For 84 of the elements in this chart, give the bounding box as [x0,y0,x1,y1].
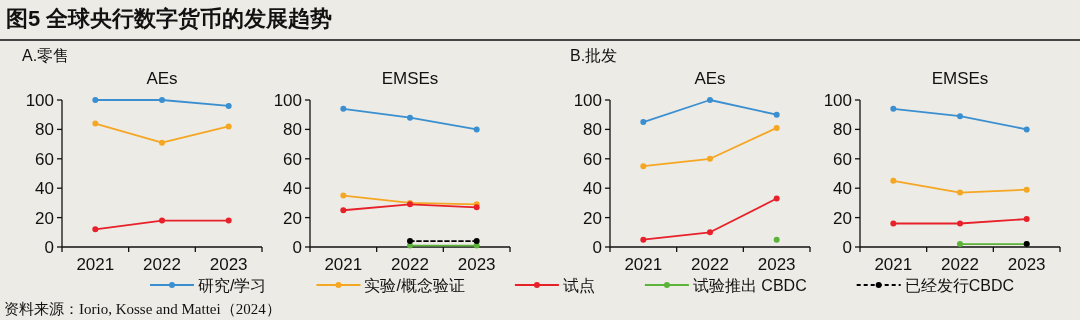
point [890,105,897,112]
text: A.零售 [22,47,70,64]
x-tick-label: 2021 [324,255,363,274]
y-tick-label: 20 [283,208,302,228]
y-tick-label: 20 [583,208,602,228]
y-tick-label: 0 [592,238,602,257]
point [890,220,897,227]
legend-label: 试验推出 CBDC [692,277,807,294]
y-tick-label: 100 [823,91,852,110]
y-tick-label: 60 [283,149,302,169]
point [707,229,713,236]
point [225,102,232,109]
y-tick-label: 20 [833,208,852,228]
y-tick-label: 100 [25,91,54,110]
point [92,226,99,233]
point [1023,216,1030,223]
point [890,177,897,184]
chart-title: EMSEs [931,69,989,88]
point [340,207,347,214]
y-tick-label: 60 [583,149,602,169]
point [159,217,165,224]
chart-title: EMSEs [381,69,439,88]
point [957,241,963,248]
point [957,220,963,227]
x-tick-label: 2023 [209,255,248,274]
point [1023,186,1030,193]
y-tick-label: 60 [833,149,852,169]
y-tick-label: 80 [583,120,602,140]
point [92,120,99,127]
y-tick-label: 80 [833,120,852,140]
point [225,217,232,224]
y-tick-label: 80 [35,120,54,140]
x-tick-label: 2023 [757,255,796,274]
point [707,155,713,162]
text: B.批发 [570,47,618,64]
legend-label: 实验/概念验证 [364,277,465,294]
point [640,163,647,170]
x-tick-label: 2023 [457,255,496,274]
point [957,189,963,196]
point [640,236,647,243]
chart-title: AEs [146,69,178,88]
point [957,113,963,120]
point [473,126,480,133]
point [707,97,713,103]
point [773,195,780,202]
x-tick-label: 2022 [143,255,181,274]
y-tick-label: 40 [35,179,54,199]
caption: 图5 全球央行数字货币的发展趋势 [6,6,333,31]
point [1023,126,1030,133]
point [159,97,165,103]
point [407,238,413,245]
x-tick-label: 2023 [1007,255,1046,274]
y-tick-label: 100 [273,91,302,110]
x-tick-label: 2022 [691,255,729,274]
text: 资料来源：Iorio, Kosse and Mattei（2024） [4,301,281,317]
point [407,114,413,121]
x-tick-label: 2021 [624,255,663,274]
point [773,124,780,131]
y-tick-label: 0 [842,238,852,257]
legend-label: 试点 [562,277,595,294]
y-tick-label: 80 [283,120,302,140]
y-tick-label: 0 [292,238,302,257]
x-tick-label: 2022 [391,255,429,274]
chart-title: AEs [694,69,726,88]
y-tick-label: 40 [583,179,602,199]
x-tick-label: 2021 [76,255,115,274]
point [773,111,780,118]
point [473,238,480,245]
x-tick-label: 2022 [941,255,979,274]
y-tick-label: 20 [35,208,54,228]
legend-label: 研究/学习 [198,277,267,294]
y-tick-label: 60 [35,149,54,169]
point [340,105,347,112]
point [92,97,99,103]
y-tick-label: 40 [833,179,852,199]
y-tick-label: 40 [283,179,302,199]
y-tick-label: 0 [44,238,54,257]
point [225,123,232,130]
point [159,139,165,146]
legend-label: 已经发行CBDC [904,277,1015,294]
point [640,119,647,126]
y-tick-label: 100 [573,91,602,110]
point [340,192,347,199]
x-tick-label: 2021 [874,255,913,274]
